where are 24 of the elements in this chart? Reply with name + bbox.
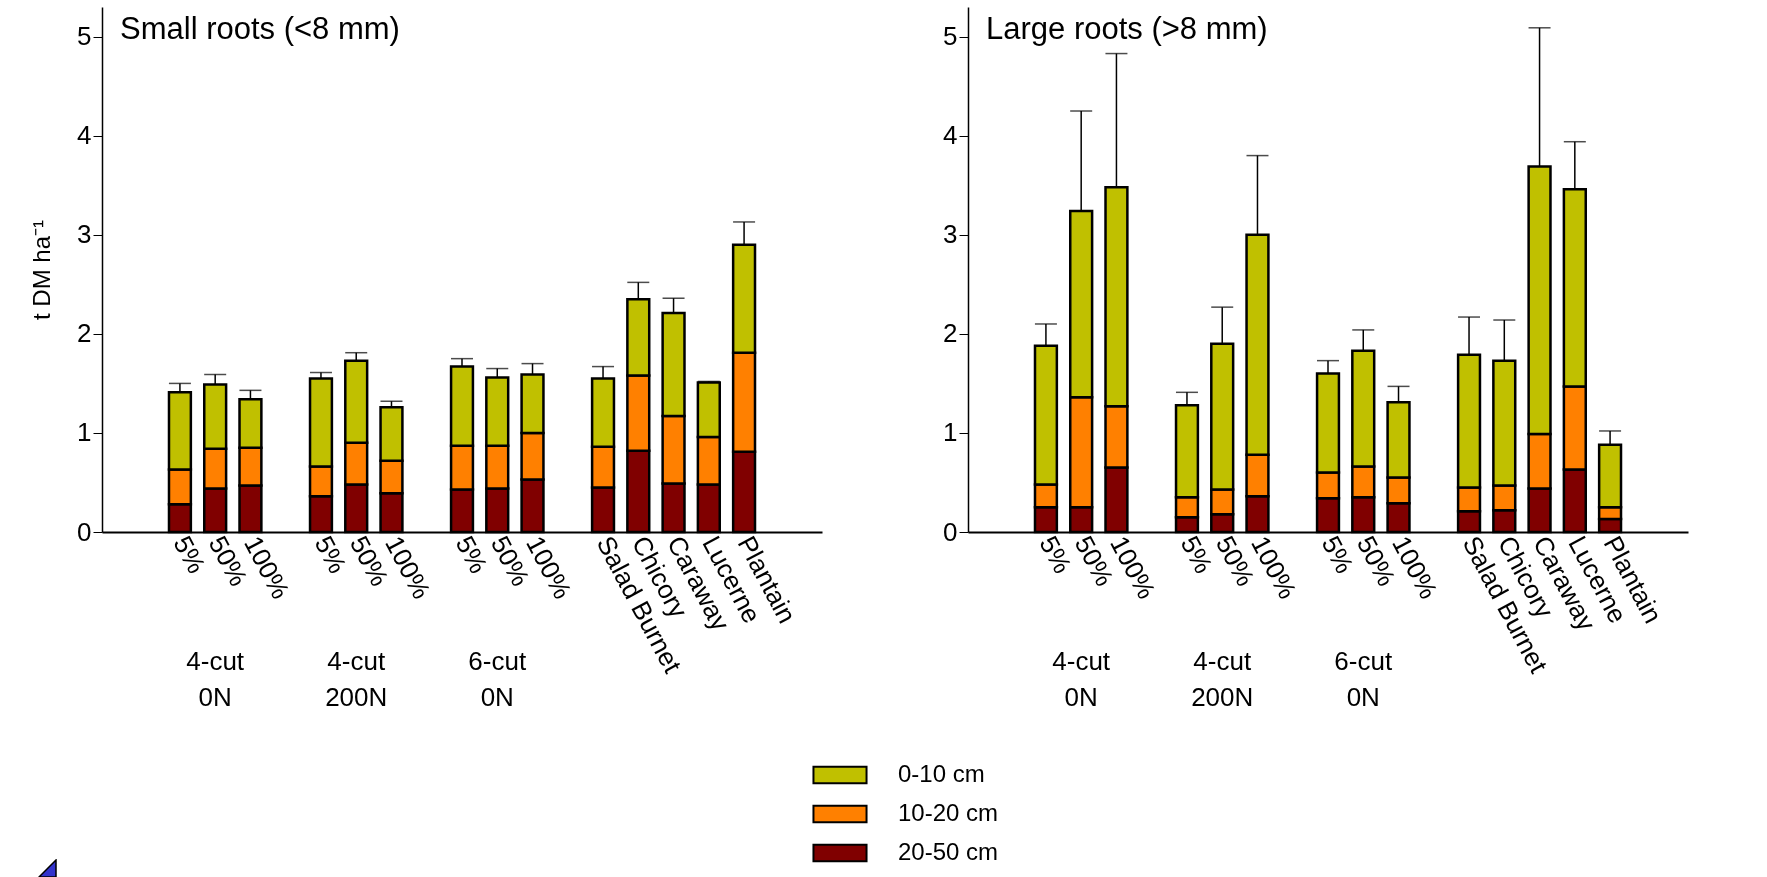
legend-label: 10-20 cm [898,799,999,826]
y-tick-label: 5 [77,21,92,52]
text: 6-cut 0N [1334,646,1393,712]
y-tick-label: 3 [77,219,92,250]
y-tick-label: 0 [943,516,958,547]
legend-label: 20-50 cm [898,838,999,865]
text: 4-cut 0N [1052,646,1111,712]
legend-label: 0-10 cm [898,760,985,787]
chart-title: Large roots (>8 mm) [986,11,1268,46]
y-tick-label: 0 [77,516,92,547]
text: 4-cut 200N [1191,646,1254,712]
text: 4-cut 0N [186,646,245,712]
y-tick-label: 3 [943,219,958,250]
y-tick-label: 1 [77,417,92,448]
y-axis-title: t DM ha⁻¹ [28,219,56,321]
text: 6-cut 0N [468,646,527,712]
y-tick-label: 4 [77,120,92,151]
y-tick-label: 2 [77,318,92,349]
y-tick-label: 2 [943,318,958,349]
y-tick-label: 4 [943,120,958,151]
y-tick-label: 5 [943,21,958,52]
y-tick-label: 1 [943,417,958,448]
text: 4-cut 200N [325,646,388,712]
chart-title: Small roots (<8 mm) [120,11,400,46]
